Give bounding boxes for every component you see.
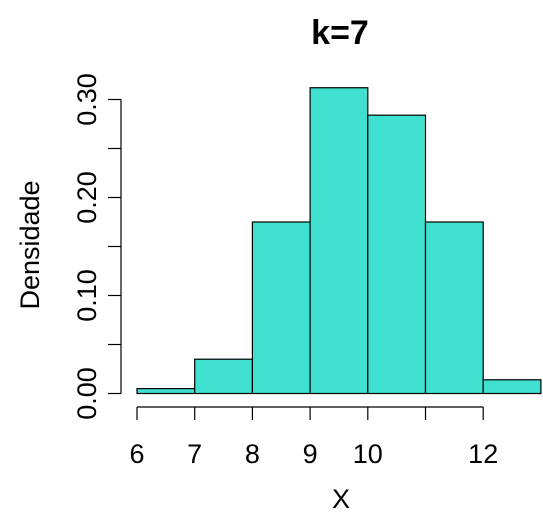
x-tick-label-3: 9 (303, 439, 318, 469)
y-tick-label-0: 0.00 (72, 367, 102, 420)
x-tick-label-0: 6 (129, 439, 144, 469)
histogram-bar-5 (424, 221, 484, 395)
y-axis-label: Densidade (15, 180, 45, 309)
x-axis-label: X (332, 484, 350, 514)
x-tick-label-4: 10 (353, 439, 383, 469)
y-tick-label-4: 0.20 (72, 171, 102, 224)
histogram-bar-4 (367, 114, 427, 395)
x-tick-label-1: 7 (187, 439, 202, 469)
histogram-bar-1 (194, 358, 253, 395)
y-tick-label-2: 0.10 (72, 269, 102, 322)
histogram-bar-2 (251, 221, 311, 395)
y-axis: 0.00 0.10 0.20 0.30 (72, 73, 122, 420)
histogram-bar-3 (309, 87, 369, 395)
chart-title: k=7 (311, 14, 369, 52)
x-axis: 6 7 8 9 10 12 (129, 406, 498, 469)
histogram-bar-0 (136, 388, 196, 395)
x-tick-label-2: 8 (245, 439, 260, 469)
histogram-bar-6 (482, 379, 542, 395)
x-tick-label-6: 12 (468, 439, 498, 469)
y-tick-label-6: 0.30 (72, 73, 102, 126)
bars-group (136, 87, 542, 395)
